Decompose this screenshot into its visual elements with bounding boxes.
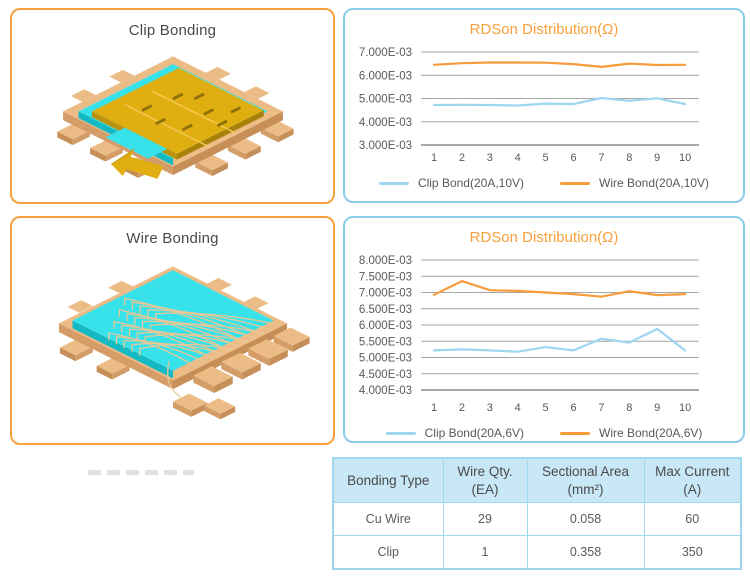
svg-text:4.000E-03: 4.000E-03 [359, 385, 412, 397]
col-header-sectional-area: Sectional Area (mm²) [526, 457, 645, 504]
legend-label: Clip Bond(20A,6V) [424, 426, 524, 440]
svg-text:5.500E-03: 5.500E-03 [359, 336, 412, 348]
svg-text:5.000E-03: 5.000E-03 [359, 353, 412, 365]
legend-label: Clip Bond(20A,10V) [417, 176, 524, 190]
cell-bonding-type: Clip [332, 535, 444, 570]
svg-text:2: 2 [459, 152, 465, 164]
svg-text:6.500E-03: 6.500E-03 [359, 304, 412, 316]
table-row: Cu Wire 29 0.058 60 [332, 502, 742, 537]
chart-legend: Clip Bond(20A,10V) Wire Bond(20A,10V) [345, 176, 743, 190]
chart-title: RDSon Distribution(Ω) [469, 229, 619, 246]
svg-text:8: 8 [626, 152, 632, 164]
svg-text:9: 9 [654, 402, 660, 414]
svg-text:6.000E-03: 6.000E-03 [359, 320, 412, 332]
svg-text:1: 1 [431, 152, 437, 164]
svg-text:7.000E-03: 7.000E-03 [359, 288, 412, 300]
clip-bonding-title: Clip Bonding [128, 22, 217, 39]
rdson-chart-panel-top: RDSon Distribution(Ω) 7.000E-03 6.000E-03… [343, 8, 745, 203]
svg-text:6: 6 [570, 152, 576, 164]
svg-text:10: 10 [679, 152, 691, 164]
svg-text:9: 9 [654, 152, 660, 164]
svg-text:5: 5 [543, 152, 549, 164]
svg-text:4: 4 [515, 152, 521, 164]
bonding-spec-table: Bonding Type Wire Qty. (EA) Sectional Ar… [332, 457, 742, 570]
wire-bond-line-swatch [560, 181, 590, 185]
legend-item: Clip Bond(20A,10V) [378, 176, 524, 190]
svg-text:10: 10 [679, 402, 691, 414]
svg-text:5.000E-03: 5.000E-03 [359, 94, 412, 106]
svg-text:3: 3 [487, 152, 493, 164]
svg-text:3: 3 [487, 402, 493, 414]
wire-bond-line-swatch [560, 431, 590, 435]
col-header-bonding-type: Bonding Type [332, 457, 444, 504]
chart-legend: Clip Bond(20A,6V) Wire Bond(20A,6V) [345, 426, 743, 440]
cell-wire-qty: 29 [442, 502, 528, 537]
col-header-max-current: Max Current (A) [643, 457, 742, 504]
svg-text:7: 7 [598, 152, 604, 164]
rdson-chart-bottom: 8.000E-03 7.500E-03 7.000E-03 6.500E-03 6.00… [359, 255, 699, 414]
legend-label: Wire Bond(20A,10V) [599, 176, 710, 190]
table-row: Clip 1 0.358 350 [332, 535, 742, 570]
legend-item: Clip Bond(20A,6V) [385, 426, 524, 440]
rdson-chart-top: 7.000E-03 6.000E-03 5.000E-03 4.000E-03 3.00… [359, 47, 699, 164]
clip-bonding-illustration [56, 56, 294, 179]
cell-wire-qty: 1 [442, 535, 528, 570]
svg-text:6: 6 [570, 402, 576, 414]
svg-text:7.000E-03: 7.000E-03 [359, 47, 412, 59]
svg-text:2: 2 [459, 402, 465, 414]
illegible-watermark-text [88, 470, 194, 475]
svg-text:5: 5 [543, 402, 549, 414]
cell-bonding-type: Cu Wire [332, 502, 444, 537]
clip-bond-line-swatch [378, 181, 409, 185]
clip-bonding-panel: Clip Bonding [10, 8, 335, 204]
legend-label: Wire Bond(20A,6V) [599, 426, 703, 440]
clip-bond-line-swatch [385, 431, 416, 435]
legend-item: Wire Bond(20A,6V) [560, 426, 702, 440]
table-header-row: Bonding Type Wire Qty. (EA) Sectional Ar… [332, 457, 742, 504]
svg-text:4.500E-03: 4.500E-03 [359, 369, 412, 381]
rdson-chart-panel-bottom: RDSon Distribution(Ω) 8.000E-03 7.500E-03… [343, 216, 745, 443]
svg-text:8: 8 [626, 402, 632, 414]
cell-sectional-area: 0.358 [526, 535, 645, 570]
svg-text:7.500E-03: 7.500E-03 [359, 271, 412, 283]
svg-text:8.000E-03: 8.000E-03 [359, 255, 412, 267]
wire-bonding-title: Wire Bonding [126, 230, 219, 247]
svg-text:7: 7 [598, 402, 604, 414]
legend-item: Wire Bond(20A,10V) [560, 176, 709, 190]
cell-max-current: 350 [643, 535, 742, 570]
svg-text:3.000E-03: 3.000E-03 [359, 140, 412, 152]
chart-title: RDSon Distribution(Ω) [469, 21, 619, 38]
cell-max-current: 60 [643, 502, 742, 537]
svg-text:1: 1 [431, 402, 437, 414]
svg-text:4: 4 [515, 402, 521, 414]
wire-bonding-illustration [58, 266, 310, 420]
svg-text:6.000E-03: 6.000E-03 [359, 70, 412, 82]
col-header-wire-qty: Wire Qty. (EA) [442, 457, 528, 504]
cell-sectional-area: 0.058 [526, 502, 645, 537]
wire-bonding-panel: Wire Bonding [10, 216, 335, 445]
svg-text:4.000E-03: 4.000E-03 [359, 117, 412, 129]
